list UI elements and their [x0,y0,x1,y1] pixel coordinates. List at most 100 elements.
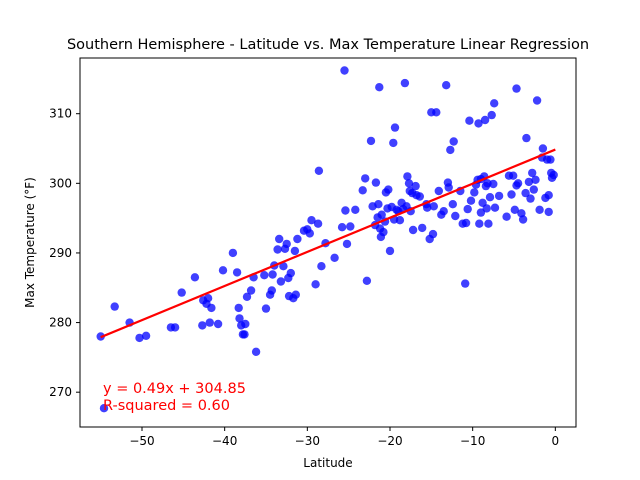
y-tick-label: 280 [49,316,72,330]
y-tick-label: 300 [49,176,72,190]
data-point [507,190,516,199]
data-point [411,181,420,191]
data-point [337,223,347,232]
data-point [279,262,288,271]
data-point [442,81,451,90]
data-point [267,286,276,295]
data-point [379,227,388,237]
data-point [110,302,119,311]
data-point [532,96,542,105]
data-point [311,280,320,289]
data-point [423,203,432,212]
data-point [475,219,484,228]
data-point [512,84,521,93]
data-point [361,174,370,183]
y-tick-label: 270 [49,385,72,399]
data-point [549,170,558,180]
data-point [293,234,302,244]
y-tick-label: 310 [49,107,72,121]
data-point [232,268,242,277]
data-point [235,314,244,323]
x-tick-label: 0 [552,434,560,448]
data-point [434,186,443,196]
data-point [260,271,269,280]
data-point [526,194,535,203]
data-point [307,216,316,225]
data-point [290,246,300,256]
x-tick-label: −50 [129,434,154,448]
data-point [480,115,490,125]
data-point [528,168,537,178]
data-point [240,330,249,339]
data-point [395,216,405,225]
x-tick-label: −30 [295,434,320,448]
data-point [524,177,534,187]
data-point [522,133,531,143]
data-point [446,145,455,155]
x-tick-label: −10 [460,434,485,448]
data-point [251,347,261,356]
data-point [461,218,471,228]
data-point [203,294,213,303]
data-point [529,185,538,194]
data-point [502,212,511,221]
regression-line [100,148,556,339]
data-point [268,270,277,279]
data-point [374,200,383,209]
data-point [314,166,324,175]
data-point [415,192,424,201]
data-point [448,200,457,209]
regression-equation: y = 0.49x + 304.85 [103,381,246,397]
data-point [313,219,323,228]
data-point [330,253,339,262]
data-point [489,179,498,189]
data-point [276,277,286,286]
r-squared-label: R-squared = 0.60 [103,398,230,414]
y-tick-label: 290 [49,246,72,260]
data-point [439,207,448,216]
data-point [444,183,453,192]
data-point [390,123,400,132]
data-point [384,185,393,194]
data-point [418,223,427,233]
data-point [234,303,243,313]
data-point [449,137,458,146]
data-point [487,110,496,120]
data-point [275,234,284,244]
data-point [351,205,360,214]
data-point [362,276,372,285]
data-point [286,268,295,278]
data-point [470,188,479,197]
data-point [521,188,530,198]
data-point [510,205,519,214]
data-point [346,222,355,231]
data-point [518,215,528,224]
y-axis-label: Max Temperature (°F) [23,177,37,308]
data-point [207,303,216,313]
data-point [358,186,367,195]
chart-title: Southern Hemisphere - Latitude vs. Max T… [67,37,589,53]
data-point [509,171,518,180]
data-point [404,179,414,188]
points-layer [96,66,558,413]
data-point [485,193,495,202]
data-point [463,204,472,214]
data-point [465,116,474,125]
data-point [340,66,349,75]
x-tick-label: −20 [377,434,402,448]
data-point [135,333,144,343]
data-point [385,246,395,256]
data-point [141,331,151,340]
data-point [389,138,398,148]
data-point [205,318,214,327]
data-point [466,196,476,205]
data-point [461,279,470,288]
data-point [228,248,238,258]
data-point [305,229,314,238]
data-point [371,178,381,187]
data-point [531,175,540,184]
data-point [482,204,491,213]
plot-clip-group [96,66,558,413]
data-point [544,191,553,200]
